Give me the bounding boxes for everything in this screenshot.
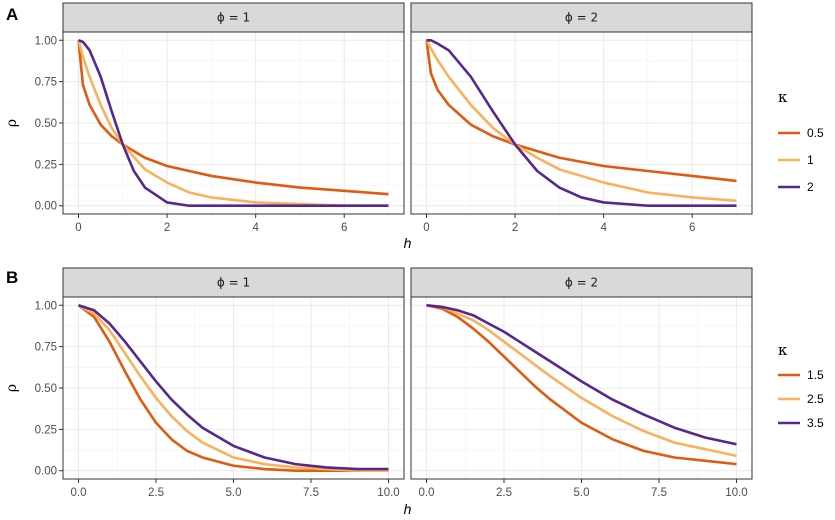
x-tick-label: 4 bbox=[600, 222, 607, 234]
x-tick-label: 0 bbox=[423, 222, 429, 234]
x-axis-title: h bbox=[404, 235, 412, 251]
facet-1: ϕ = 1 0 2 4 6 0.00 0.25 0.50 0.75 1.00 bbox=[35, 2, 405, 234]
y-tick-label: 0.75 bbox=[35, 342, 57, 354]
legend-label: 1 bbox=[807, 153, 814, 167]
x-tick-label: 2.5 bbox=[148, 487, 164, 499]
facet-strip-label: ϕ = 1 bbox=[217, 11, 250, 25]
y-tick-label: 0.50 bbox=[35, 118, 57, 130]
x-tick-label: 6 bbox=[341, 222, 347, 234]
y-tick-label: 0.00 bbox=[35, 466, 57, 478]
legend-title: κ bbox=[778, 341, 788, 359]
x-tick-label: 0 bbox=[75, 222, 81, 234]
legend-label: 1.5 bbox=[807, 368, 824, 382]
facet-1: ϕ = 1 0.0 2.5 5.0 7.5 10.0 0.00 0.25 0.50 0.75 1.0… bbox=[35, 267, 405, 499]
x-tick-label: 7.5 bbox=[651, 487, 667, 499]
facet-strip bbox=[62, 267, 405, 298]
x-tick-label: 5.0 bbox=[574, 487, 590, 499]
y-tick-label: 0.50 bbox=[35, 383, 57, 395]
legend: κ 1.5 2.5 3.5 bbox=[778, 341, 824, 430]
series-line-kappa-1.5 bbox=[426, 303, 737, 466]
y-tick-label: 1.00 bbox=[35, 300, 57, 312]
x-tick-label: 6 bbox=[689, 222, 695, 234]
panel-label: A bbox=[6, 5, 18, 24]
facet-strip-label: ϕ = 2 bbox=[565, 276, 598, 290]
legend-label: 2.5 bbox=[807, 392, 824, 406]
series-line-kappa-0.5 bbox=[77, 40, 389, 196]
y-tick-label: 0.25 bbox=[35, 424, 57, 436]
x-tick-label: 7.5 bbox=[303, 487, 319, 499]
x-tick-label: 4 bbox=[252, 222, 259, 234]
legend-label: 3.5 bbox=[807, 416, 824, 430]
facet-2: ϕ = 2 0 2 4 6 bbox=[410, 2, 753, 234]
legend-label: 2 bbox=[807, 180, 814, 194]
facet-strip bbox=[410, 2, 753, 33]
x-tick-label: 0.0 bbox=[71, 487, 87, 499]
legend-title: κ bbox=[778, 88, 788, 106]
legend: κ 0.5 1 2 bbox=[778, 88, 824, 194]
x-tick-label: 10.0 bbox=[725, 487, 747, 499]
x-tick-label: 10.0 bbox=[377, 487, 399, 499]
x-tick-label: 2 bbox=[164, 222, 170, 234]
y-axis-title: ρ bbox=[4, 119, 20, 127]
plot-border bbox=[410, 31, 753, 215]
series-line-kappa-3.5 bbox=[78, 304, 389, 471]
series-line-kappa-2 bbox=[78, 39, 389, 208]
y-tick-label: 1.00 bbox=[35, 35, 57, 47]
y-axis-title: ρ bbox=[4, 384, 20, 392]
panel-label: B bbox=[6, 268, 18, 287]
series-line-kappa-2.5 bbox=[77, 304, 389, 473]
series-line-kappa-1.5 bbox=[77, 304, 389, 473]
y-tick-label: 0.25 bbox=[35, 159, 57, 171]
legend-label: 0.5 bbox=[807, 126, 824, 140]
facet-strip bbox=[410, 267, 753, 298]
facet-strip-label: ϕ = 2 bbox=[565, 11, 598, 25]
y-tick-label: 0.75 bbox=[35, 77, 57, 89]
x-tick-label: 2.5 bbox=[496, 487, 512, 499]
series-line-kappa-1 bbox=[77, 39, 389, 208]
facet-2: ϕ = 2 0.0 2.5 5.0 7.5 10.0 bbox=[410, 267, 753, 499]
x-tick-label: 2 bbox=[512, 222, 518, 234]
x-tick-label: 5.0 bbox=[226, 487, 242, 499]
x-tick-label: 0.0 bbox=[419, 487, 435, 499]
series-line-kappa-2 bbox=[426, 38, 737, 208]
x-axis-title: h bbox=[404, 501, 412, 517]
series-line-kappa-3.5 bbox=[426, 303, 737, 446]
facet-strip-label: ϕ = 1 bbox=[217, 276, 250, 290]
series-line-kappa-2.5 bbox=[426, 303, 737, 458]
y-tick-label: 0.00 bbox=[35, 201, 57, 213]
facet-strip bbox=[62, 2, 405, 33]
